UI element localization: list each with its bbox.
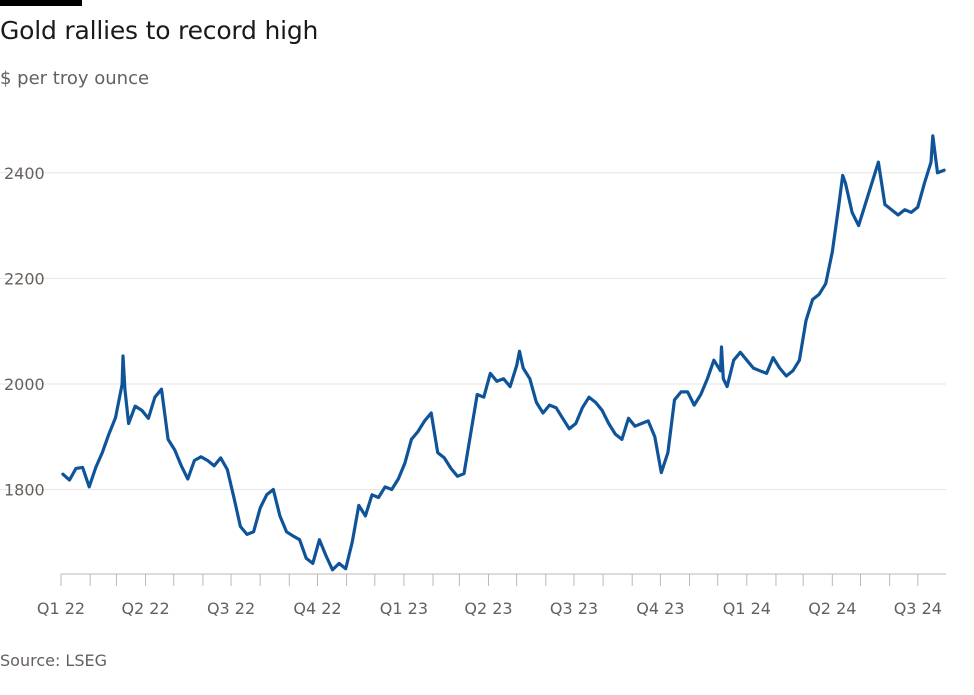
x-axis [60,573,946,586]
source-note: Source: LSEG [0,651,108,670]
x-tick-label: Q4 22 [293,599,341,618]
x-tick-label: Q2 22 [121,599,169,618]
chart-title: Gold rallies to record high [0,16,319,45]
x-tick-label: Q3 23 [550,599,598,618]
brand-top-bar [0,0,82,6]
y-tick-label: 2200 [4,269,45,288]
x-tick-label: Q3 22 [207,599,255,618]
y-tick-label: 1800 [4,481,45,500]
series-line-gold-price [61,134,946,572]
x-tick-label: Q2 23 [464,599,512,618]
x-tick-label: Q1 22 [37,599,85,618]
gridlines [0,172,946,491]
y-tick-label: 2400 [4,164,45,183]
x-tick-label: Q3 24 [894,599,942,618]
x-tick-label: Q1 23 [380,599,428,618]
x-tick-label: Q1 24 [723,599,771,618]
chart-subtitle: $ per troy ounce [0,68,150,89]
x-tick-label: Q2 24 [808,599,856,618]
x-tick-label: Q4 23 [636,599,684,618]
x-axis-ticks: Q1 22 Q2 22 Q3 22 Q4 22 Q1 23 Q2 23 Q3 23 Q4 23… [37,599,942,618]
y-axis-ticks: 1800 2000 2200 2400 [4,164,45,500]
y-tick-label: 2000 [4,375,45,394]
